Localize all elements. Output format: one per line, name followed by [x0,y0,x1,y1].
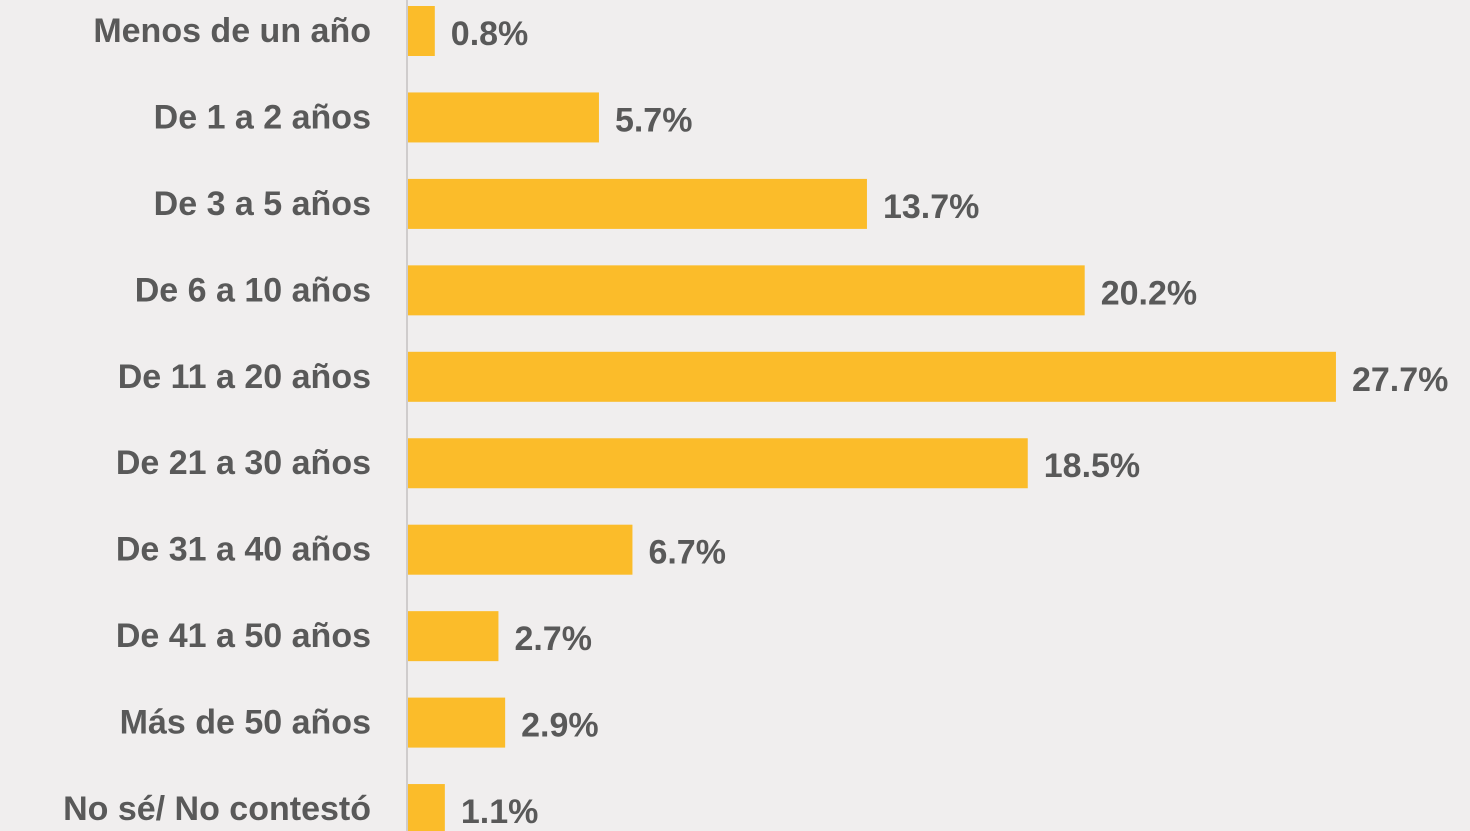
category-label: De 31 a 40 años [116,531,371,569]
category-label: De 41 a 50 años [116,617,371,655]
category-label: De 1 a 2 años [154,98,371,136]
bar [408,611,499,662]
category-label: De 11 a 20 años [118,358,371,396]
value-label: 1.1% [461,793,538,831]
value-label: 2.9% [521,707,599,745]
category-label: Más de 50 años [120,704,371,742]
value-label: 13.7% [883,188,979,226]
value-label: 0.8% [451,15,529,53]
bar [408,92,599,143]
category-label: Menos de un año [93,12,371,50]
category-label: No sé/ No contestó [63,790,371,828]
value-label: 2.7% [514,620,592,658]
value-label: 5.7% [615,101,693,139]
bar [408,524,633,575]
category-label: De 3 a 5 años [154,185,371,223]
bar [408,697,506,748]
bar [408,6,435,56]
category-label: De 21 a 30 años [116,444,371,482]
bar [408,351,1336,402]
bar [408,784,445,831]
value-label: 18.5% [1044,447,1140,485]
bar [408,265,1085,316]
category-label: De 6 a 10 años [135,271,371,309]
value-label: 27.7% [1352,361,1448,399]
bar [408,178,867,229]
value-label: 20.2% [1101,274,1197,312]
value-label: 6.7% [648,534,726,572]
bar [408,438,1028,489]
